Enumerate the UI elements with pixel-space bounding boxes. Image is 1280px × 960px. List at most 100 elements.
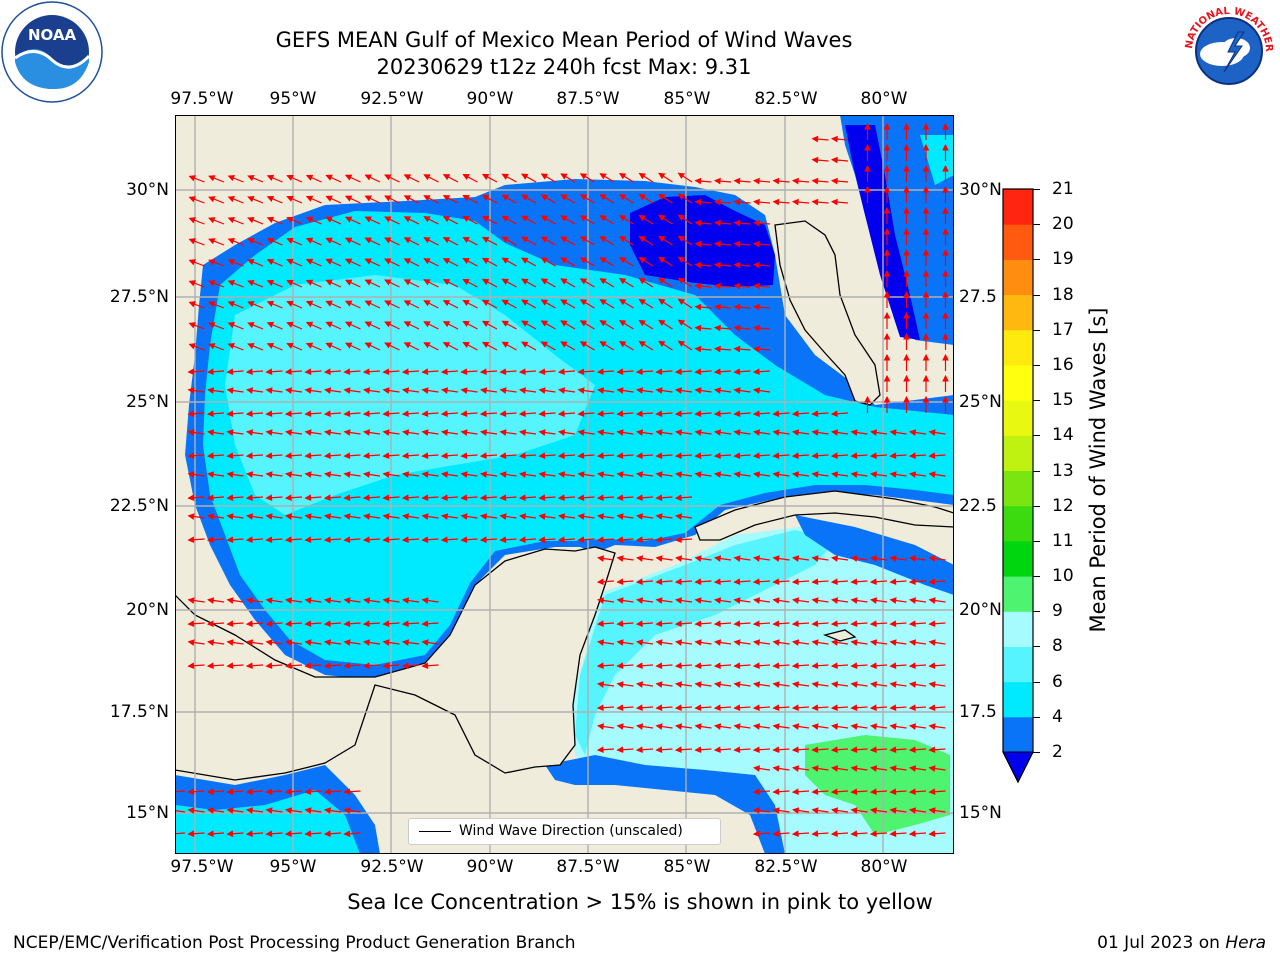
wave-arrow-head <box>870 429 878 436</box>
wave-arrow-head <box>674 578 682 586</box>
wave-arrow-head <box>304 513 312 520</box>
wave-arrow-head <box>658 235 666 243</box>
colorbar-segment <box>1003 470 1033 507</box>
wave-arrow-head <box>850 639 858 646</box>
wave-arrow-head <box>442 258 451 265</box>
wave-arrow-head <box>266 237 275 244</box>
wave-arrow-head <box>304 597 312 604</box>
wave-arrow-head <box>227 217 235 224</box>
wave-arrow-head <box>442 342 451 349</box>
wave-arrow-head <box>811 807 819 814</box>
wave-arrow-head <box>713 177 721 185</box>
wave-arrow-head <box>480 387 488 394</box>
wave-arrow-head <box>655 620 663 628</box>
wave-arrow-head <box>325 195 333 202</box>
wave-arrow-head <box>499 471 507 478</box>
wave-arrow-head <box>558 387 566 394</box>
wave-arrow-head <box>304 494 312 502</box>
wave-arrow-head <box>942 185 949 193</box>
wave-arrow-head <box>324 639 332 646</box>
wave-arrow-head <box>791 746 799 754</box>
wave-arrow-head <box>560 341 568 348</box>
wave-arrow-head <box>208 343 216 350</box>
wave-arrow-head <box>188 259 196 266</box>
wave-arrow-head <box>343 368 351 376</box>
wave-arrow-head <box>928 620 936 628</box>
wave-arrow-head <box>538 452 546 460</box>
wave-arrow-head <box>403 300 412 307</box>
wave-arrow-head <box>752 303 760 311</box>
wave-arrow-head <box>284 830 292 838</box>
wave-arrow-head <box>579 278 588 285</box>
wave-arrow-head <box>870 639 878 646</box>
wave-arrow-head <box>343 536 351 544</box>
wave-arrow-head <box>421 639 429 646</box>
lon-tick-bottom: 85°W <box>663 857 711 877</box>
wave-arrow-head <box>883 143 891 151</box>
wave-arrow-head <box>384 321 392 328</box>
wave-arrow-head <box>869 788 877 796</box>
wave-arrow-head <box>421 620 429 628</box>
wave-arrow-head <box>811 788 819 796</box>
wave-arrow-head <box>540 341 549 348</box>
wave-arrow-head <box>889 555 897 562</box>
wave-arrow-head <box>521 236 529 243</box>
wave-arrow-head <box>423 258 431 265</box>
wave-arrow-head <box>889 807 897 814</box>
wave-arrow-head <box>344 321 353 328</box>
wave-arrow-head <box>403 174 412 181</box>
wave-arrow-head <box>423 321 431 328</box>
wave-arrow-head <box>792 807 800 814</box>
lat-tick-left: 27.5°N <box>109 287 169 307</box>
wave-arrow-head <box>560 236 568 243</box>
wave-arrow-head <box>481 320 490 327</box>
wave-arrow-head <box>850 578 858 586</box>
wave-arrow-head <box>343 410 351 418</box>
wave-arrow-head <box>694 410 702 418</box>
wave-arrow-head <box>830 704 838 712</box>
wave-arrow-head <box>772 198 780 206</box>
wave-arrow-head <box>772 555 780 562</box>
wave-arrow-head <box>733 198 741 206</box>
wave-arrow-head <box>811 597 819 604</box>
wave-arrow-head <box>286 237 294 244</box>
colorbar-segment <box>1003 224 1033 260</box>
colorbar-segment <box>1003 364 1033 401</box>
wave-arrow-head <box>713 452 721 460</box>
wave-arrow-head <box>616 704 624 712</box>
wave-arrow-head <box>325 174 333 181</box>
colorbar-tick-mark <box>1033 681 1040 683</box>
wave-arrow-head <box>325 216 333 223</box>
wave-arrow-head <box>635 620 643 628</box>
wave-arrow-head <box>442 195 451 202</box>
sea-ice-note: Sea Ice Concentration > 15% is shown in … <box>347 890 933 914</box>
lon-tick-top: 97.5°W <box>170 89 234 109</box>
wave-arrow-head <box>772 471 780 478</box>
wave-arrow-head <box>909 429 917 436</box>
wave-arrow-head <box>423 342 431 349</box>
wave-arrow-head <box>206 452 214 460</box>
wave-arrow-head <box>208 238 216 245</box>
wave-arrow-head <box>285 429 293 436</box>
wave-arrow-head <box>928 429 936 436</box>
wave-arrow-head <box>266 216 275 223</box>
wave-arrow-head <box>889 704 897 712</box>
wave-arrow-head <box>752 240 760 248</box>
wave-arrow-head <box>362 662 370 670</box>
wave-arrow-head <box>811 746 819 754</box>
wave-arrow-head <box>883 374 891 382</box>
wave-arrow-head <box>928 471 936 478</box>
wave-arrow-head <box>246 807 254 814</box>
wave-arrow-head <box>831 639 839 646</box>
wave-arrow-head <box>362 368 370 376</box>
wave-arrow-head <box>403 258 412 265</box>
wave-arrow-head <box>344 300 353 307</box>
colorbar-tick-mark <box>1033 505 1040 507</box>
wave-arrow-head <box>560 257 568 264</box>
wave-arrow-head <box>540 236 549 243</box>
wave-arrow-head <box>830 620 838 628</box>
wave-arrow-head <box>889 765 897 772</box>
wave-arrow-head <box>305 300 314 307</box>
wave-arrow-head <box>440 410 448 418</box>
wave-arrow-head <box>284 620 292 628</box>
